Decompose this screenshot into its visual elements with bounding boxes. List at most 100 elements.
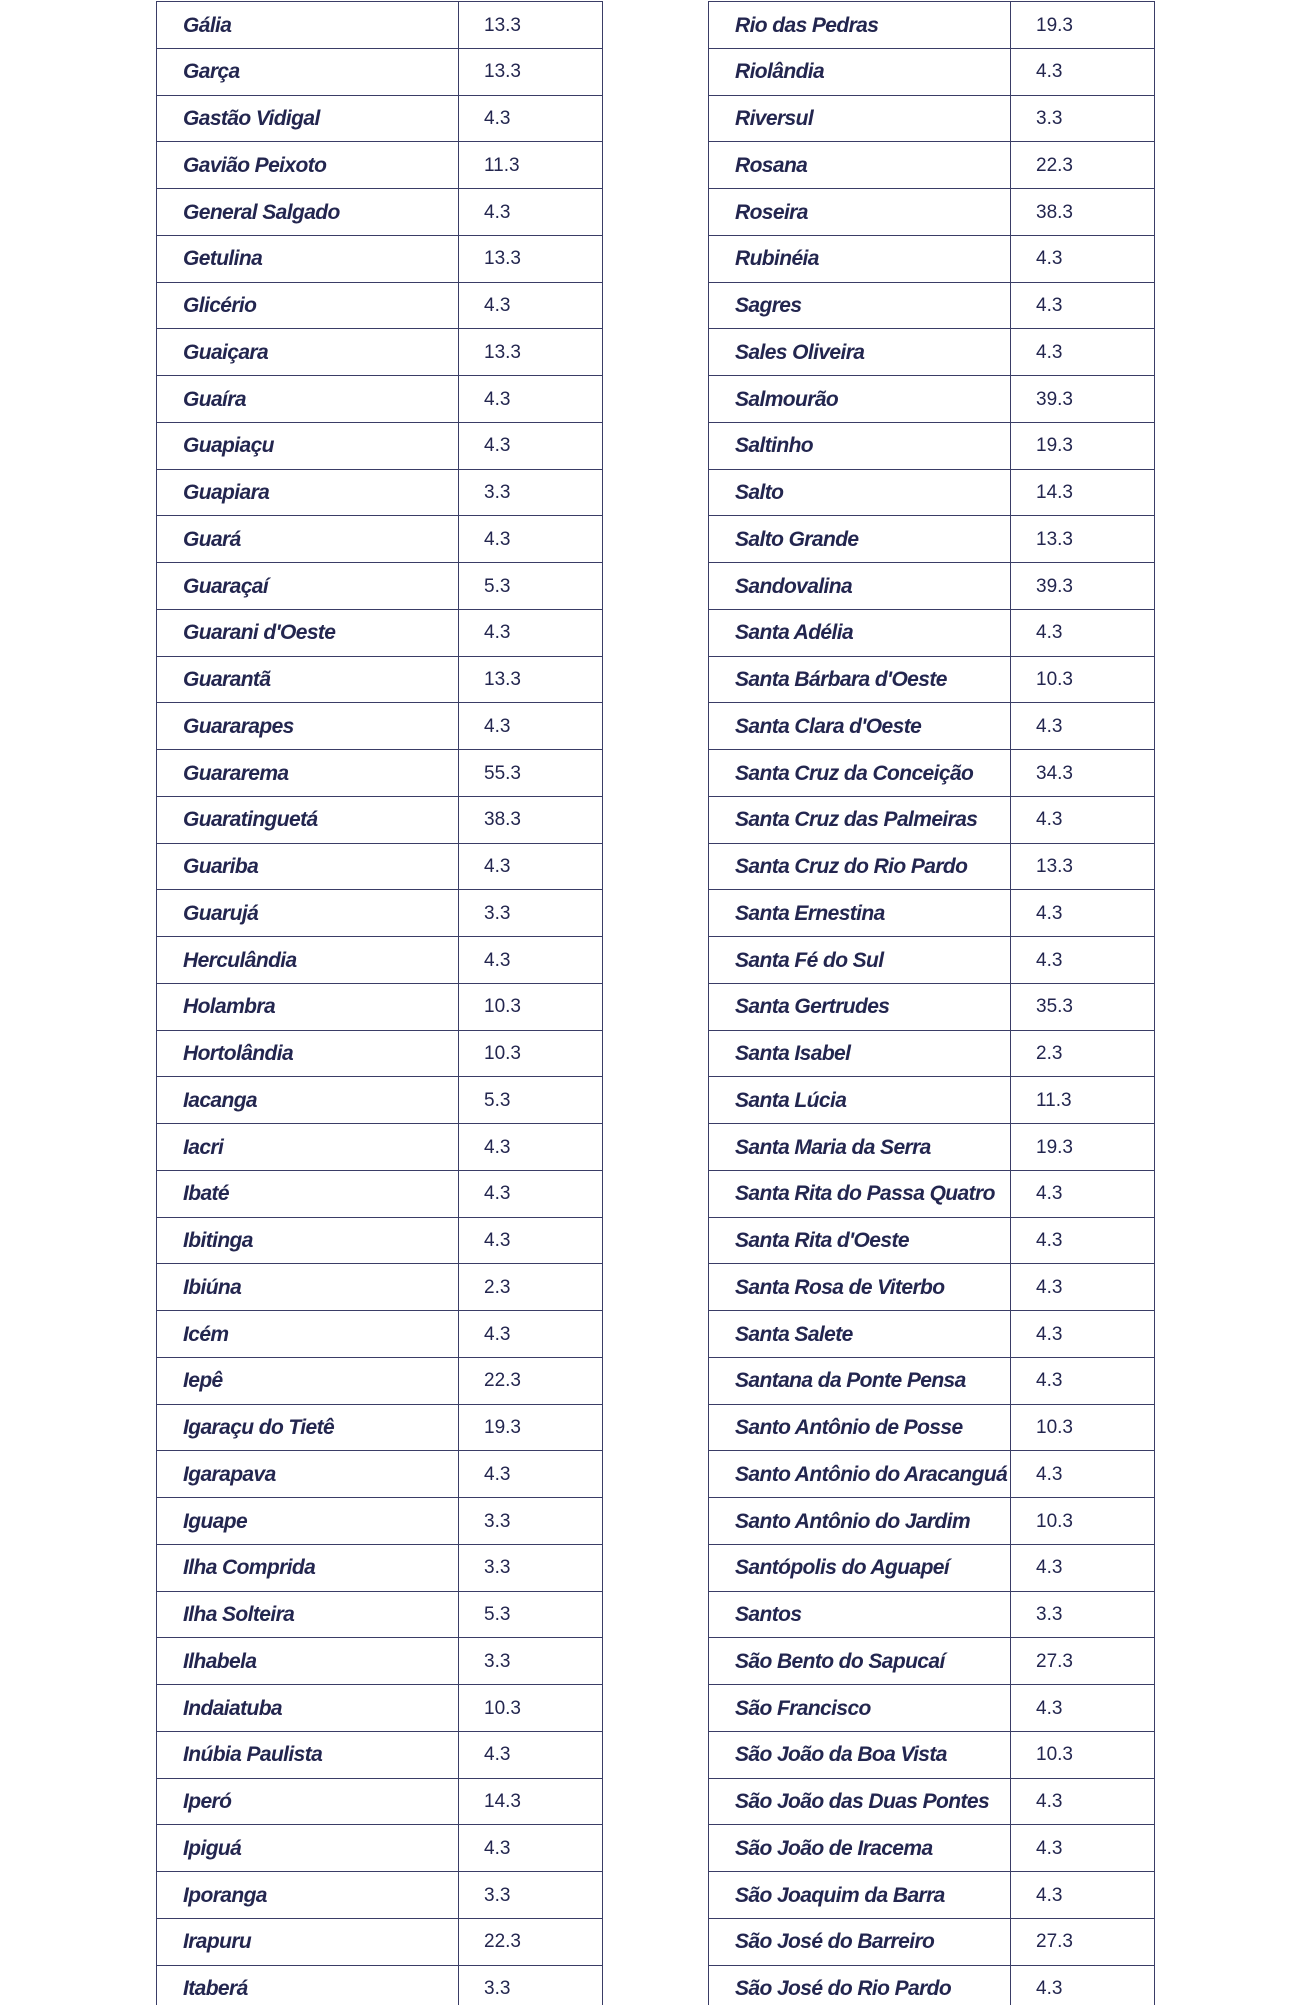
- value-cell: 4.3: [484, 201, 511, 223]
- municipality-name: Santa Isabel: [709, 1030, 1011, 1078]
- municipality-name: Santa Salete: [709, 1311, 1011, 1359]
- table-row: São Bento do Sapucaí 27.3: [708, 1637, 1155, 1686]
- value-cell: 10.3: [1036, 1510, 1073, 1532]
- value-cell: 4.3: [1036, 1697, 1063, 1719]
- table-row: Guararapes 4.3: [156, 702, 603, 751]
- value-cell: 19.3: [484, 1417, 521, 1439]
- value-cell: 34.3: [1036, 762, 1073, 784]
- municipality-name: Santa Bárbara d'Oeste: [709, 656, 1011, 704]
- table-row: Salmourão 39.3: [708, 375, 1155, 424]
- municipality-name: Guarantã: [157, 656, 459, 704]
- value-cell: 2.3: [1036, 1043, 1063, 1065]
- table-row: Guarani d'Oeste 4.3: [156, 608, 603, 657]
- municipality-name: Sales Oliveira: [709, 329, 1011, 377]
- value-cell: 13.3: [484, 248, 521, 270]
- municipality-name: Santa Fé do Sul: [709, 937, 1011, 985]
- municipality-name: Guará: [157, 516, 459, 564]
- value-cell: 4.3: [484, 715, 511, 737]
- value-cell: 13.3: [484, 14, 521, 36]
- municipality-name: Santo Antônio de Posse: [709, 1404, 1011, 1452]
- value-cell: 10.3: [1036, 669, 1073, 691]
- table-row: Sagres 4.3: [708, 281, 1155, 330]
- table-row: Guaraçaí 5.3: [156, 562, 603, 611]
- municipality-name: Indaiatuba: [157, 1685, 459, 1733]
- table-row: Guaratinguetá 38.3: [156, 795, 603, 844]
- municipality-name: Ipiguá: [157, 1825, 459, 1873]
- table-row: São José do Rio Pardo 4.3: [708, 1964, 1155, 2005]
- municipality-name: Santa Rita d'Oeste: [709, 1217, 1011, 1265]
- value-cell: 13.3: [484, 341, 521, 363]
- value-cell: 13.3: [1036, 528, 1073, 550]
- value-cell: 55.3: [484, 762, 521, 784]
- municipality-name: Icém: [157, 1311, 459, 1359]
- value-cell: 4.3: [484, 1463, 511, 1485]
- value-cell: 39.3: [1036, 575, 1073, 597]
- table-row: Iepê 22.3: [156, 1356, 603, 1405]
- value-cell: 4.3: [1036, 1884, 1063, 1906]
- table-row: Santa Bárbara d'Oeste 10.3: [708, 655, 1155, 704]
- table-row: Santo Antônio do Aracanguá 4.3: [708, 1450, 1155, 1499]
- value-cell: 39.3: [1036, 388, 1073, 410]
- table-row: São João de Iracema 4.3: [708, 1824, 1155, 1873]
- table-row: Gastão Vidigal 4.3: [156, 94, 603, 143]
- municipality-name: Santa Lúcia: [709, 1077, 1011, 1125]
- municipality-name: Ilha Solteira: [157, 1591, 459, 1639]
- municipality-name: Iepê: [157, 1357, 459, 1405]
- municipality-name: Ibitinga: [157, 1217, 459, 1265]
- table-row: Santa Isabel 2.3: [708, 1029, 1155, 1078]
- municipality-name: Guapiara: [157, 469, 459, 517]
- table-row: Hortolândia 10.3: [156, 1029, 603, 1078]
- table-row: Getulina 13.3: [156, 234, 603, 283]
- municipality-name: Santo Antônio do Aracanguá: [709, 1451, 1011, 1499]
- table-row: Igaraçu do Tietê 19.3: [156, 1403, 603, 1452]
- municipality-name: Guariba: [157, 843, 459, 891]
- municipality-name: São José do Rio Pardo: [709, 1965, 1011, 2005]
- value-cell: 10.3: [484, 1043, 521, 1065]
- municipality-name: Rio das Pedras: [709, 2, 1011, 50]
- table-row: Iporanga 3.3: [156, 1871, 603, 1920]
- value-cell: 4.3: [484, 1323, 511, 1345]
- table-row: Irapuru 22.3: [156, 1917, 603, 1966]
- value-cell: 3.3: [484, 902, 511, 924]
- table-row: Santa Rita d'Oeste 4.3: [708, 1216, 1155, 1265]
- municipality-name: Inúbia Paulista: [157, 1731, 459, 1779]
- value-cell: 10.3: [1036, 1417, 1073, 1439]
- value-cell: 19.3: [1036, 1136, 1073, 1158]
- value-cell: 4.3: [484, 108, 511, 130]
- table-row: Sandovalina 39.3: [708, 562, 1155, 611]
- table-row: Ilhabela 3.3: [156, 1637, 603, 1686]
- value-cell: 4.3: [1036, 809, 1063, 831]
- table-row: Holambra 10.3: [156, 982, 603, 1031]
- value-cell: 4.3: [484, 856, 511, 878]
- table-row: Santa Salete 4.3: [708, 1310, 1155, 1359]
- municipality-name: Guaíra: [157, 376, 459, 424]
- table-row: Garça 13.3: [156, 47, 603, 96]
- value-cell: 4.3: [1036, 1276, 1063, 1298]
- table-row: Glicério 4.3: [156, 281, 603, 330]
- value-cell: 4.3: [484, 1183, 511, 1205]
- value-cell: 11.3: [484, 154, 520, 176]
- value-cell: 4.3: [484, 1230, 511, 1252]
- value-cell: 38.3: [1036, 201, 1073, 223]
- value-cell: 13.3: [484, 61, 521, 83]
- value-cell: 11.3: [1036, 1089, 1072, 1111]
- municipality-name: Igaraçu do Tietê: [157, 1404, 459, 1452]
- value-cell: 4.3: [1036, 1837, 1063, 1859]
- value-cell: 19.3: [1036, 435, 1073, 457]
- value-cell: 4.3: [1036, 248, 1063, 270]
- value-cell: 4.3: [1036, 949, 1063, 971]
- value-cell: 22.3: [484, 1931, 521, 1953]
- municipality-name: Ilha Comprida: [157, 1544, 459, 1592]
- table-row: General Salgado 4.3: [156, 188, 603, 237]
- value-cell: 4.3: [1036, 622, 1063, 644]
- municipality-name: Garça: [157, 48, 459, 96]
- table-row: Santa Fé do Sul 4.3: [708, 936, 1155, 985]
- municipality-name: Gavião Peixoto: [157, 142, 459, 190]
- municipality-name: Santa Cruz das Palmeiras: [709, 796, 1011, 844]
- value-cell: 4.3: [1036, 1230, 1063, 1252]
- municipality-name: Iacri: [157, 1124, 459, 1172]
- table-row: Herculândia 4.3: [156, 936, 603, 985]
- table-row: Guapiaçu 4.3: [156, 421, 603, 470]
- table-row: Santa Cruz das Palmeiras 4.3: [708, 795, 1155, 844]
